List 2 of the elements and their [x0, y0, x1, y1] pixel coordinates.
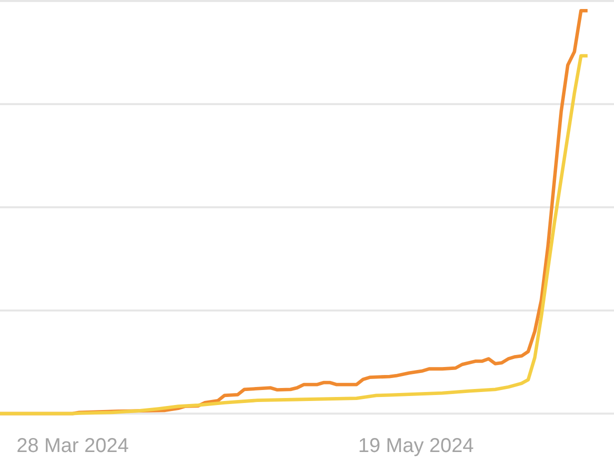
x-tick-label: 28 Mar 2024 [16, 435, 129, 457]
x-tick-label: 19 May 2024 [358, 435, 474, 457]
